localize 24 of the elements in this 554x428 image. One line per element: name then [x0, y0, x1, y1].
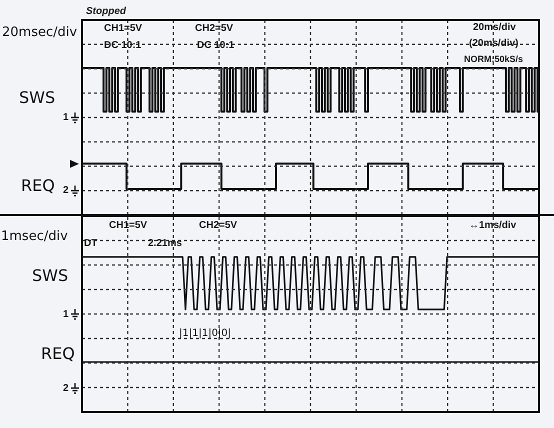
text: CH1=5V: [104, 23, 142, 34]
text: 2: [63, 383, 69, 394]
text: CH2=5V: [195, 23, 234, 34]
text: 1: [63, 309, 69, 320]
text: SWS: [19, 88, 56, 107]
text: NORM:50kS/s: [464, 54, 524, 64]
text: DT: [84, 238, 98, 249]
text: 1: [63, 112, 69, 123]
text: 2.21ms: [148, 238, 182, 249]
text: DC 10:1: [104, 40, 142, 51]
text: 20ms/div: [473, 22, 516, 33]
text: 2: [63, 185, 69, 196]
text: CH1=5V: [109, 220, 148, 231]
text: CH2=5V: [199, 220, 238, 231]
text: 20msec/div: [2, 25, 78, 40]
text: ↔1ms/div: [469, 220, 517, 231]
series-label: REQ: [41, 344, 75, 363]
legend-label: REQ: [21, 176, 55, 195]
text: Stopped: [86, 6, 127, 17]
text: DC 10:1: [197, 40, 235, 51]
annotation: |1|1|1|0|0|: [179, 328, 232, 339]
series-label: SWS: [32, 266, 68, 285]
text: 1msec/div: [1, 229, 68, 244]
text: (20ms/div): [469, 38, 518, 49]
